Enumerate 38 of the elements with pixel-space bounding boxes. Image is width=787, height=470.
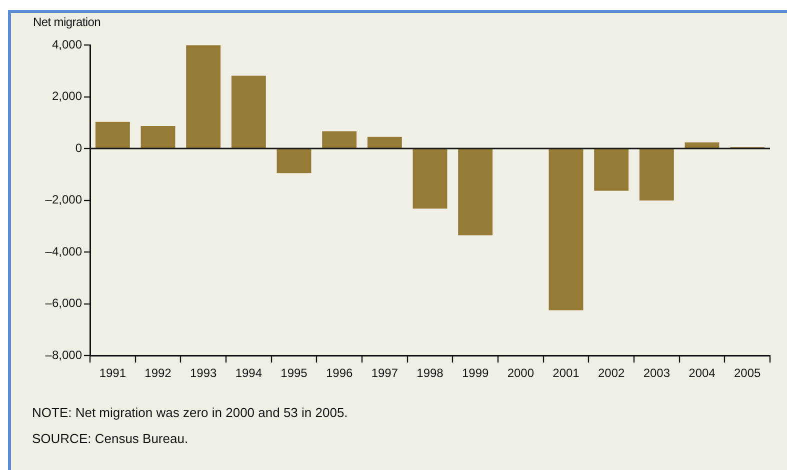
bar <box>276 149 312 174</box>
bar <box>639 149 674 201</box>
bar <box>412 149 448 209</box>
x-tick-label: 2000 <box>507 366 534 380</box>
bar <box>186 45 221 148</box>
bar <box>367 136 402 148</box>
y-tick-label: 4,000 <box>52 37 82 52</box>
bar <box>594 149 629 191</box>
x-tick-label: 2005 <box>734 366 762 380</box>
y-tick-label: 0 <box>75 140 82 155</box>
bar <box>140 126 176 148</box>
y-axis-title: Net migration <box>33 15 100 29</box>
bar <box>322 131 357 148</box>
x-tick-label: 1994 <box>235 366 262 380</box>
x-tick-label: 2003 <box>643 366 670 380</box>
bar <box>548 149 584 310</box>
x-tick-label: 1997 <box>371 366 398 380</box>
x-tick-label: 1998 <box>416 366 444 380</box>
y-tick-label: –4,000 <box>45 244 82 258</box>
x-tick-label: 2004 <box>688 366 716 380</box>
source-note: SOURCE: Census Bureau. <box>32 430 190 448</box>
x-tick-label: 1992 <box>144 366 172 380</box>
text: NOTE: Net migration was zero in 2000 and 53 in 2005. <box>32 404 348 422</box>
x-tick-label: 1993 <box>190 366 218 380</box>
x-tick-label: 1991 <box>99 366 126 380</box>
y-tick-label: –8,000 <box>45 348 82 362</box>
bar <box>458 149 493 236</box>
bar <box>684 142 720 148</box>
y-tick-label: –6,000 <box>45 296 82 310</box>
y-tick-label: –2,000 <box>45 192 82 207</box>
x-tick-label: 2002 <box>598 366 626 380</box>
x-tick-label: 2001 <box>552 366 580 380</box>
bar <box>95 122 130 148</box>
bar <box>231 76 266 148</box>
y-tick-label: 2,000 <box>52 89 82 104</box>
x-tick-label: 1996 <box>326 366 354 380</box>
x-tick-label: 1999 <box>462 366 490 380</box>
x-tick-label: 1995 <box>280 366 308 380</box>
